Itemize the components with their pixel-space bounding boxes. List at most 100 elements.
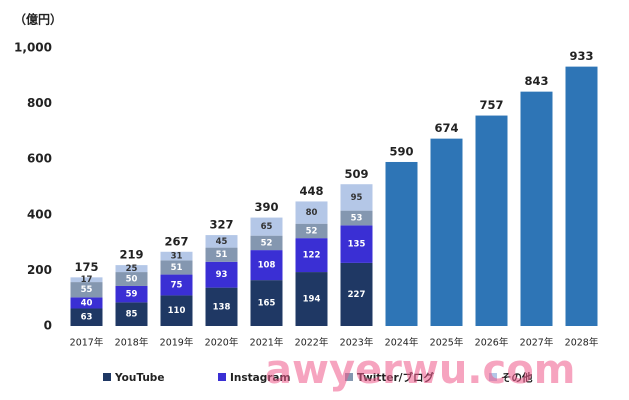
- bar-segment: [205, 247, 238, 262]
- bar-segment: [70, 277, 103, 283]
- bar-segment: [115, 265, 148, 273]
- data-label: 51: [171, 263, 183, 273]
- bar-segment: [160, 251, 193, 261]
- data-label: 122: [303, 251, 321, 261]
- y-unit: （億円）: [14, 12, 62, 27]
- bar-segment: [115, 302, 148, 326]
- data-label: 227: [348, 290, 366, 300]
- bar-segment: [340, 210, 373, 226]
- y-tick-label: 200: [27, 263, 52, 277]
- bar-segment: [205, 235, 238, 248]
- x-tick-label: 2027年: [520, 337, 554, 349]
- bar-segment: [160, 260, 193, 275]
- bar-segment: [70, 297, 103, 309]
- x-tick-label: 2025年: [430, 337, 464, 349]
- y-tick-label: 0: [44, 319, 52, 333]
- bar-segment: [340, 225, 373, 263]
- data-label: 165: [258, 299, 276, 309]
- data-label: 17: [81, 275, 93, 285]
- total-label: 448: [299, 184, 323, 198]
- bar-segment: [70, 308, 103, 326]
- bar: [565, 66, 598, 326]
- bar-segment: [250, 217, 283, 236]
- bar-segment: [295, 238, 328, 273]
- data-label: 45: [216, 237, 228, 247]
- data-label: 52: [261, 238, 273, 248]
- x-tick-label: 2023年: [340, 337, 374, 349]
- bar: [520, 91, 553, 327]
- data-label: 93: [216, 270, 228, 280]
- bar-segment: [250, 280, 283, 326]
- legend-label: Instagram: [230, 372, 291, 384]
- data-label: 40: [81, 298, 93, 308]
- bar-segment: [250, 235, 283, 251]
- y-tick-label: 1,000: [14, 41, 52, 55]
- total-label: 267: [164, 234, 188, 248]
- x-tick-label: 2021年: [250, 337, 284, 349]
- total-label: 757: [479, 98, 503, 112]
- y-tick-label: 800: [27, 96, 52, 110]
- total-label: 843: [524, 74, 548, 88]
- bar: [385, 161, 418, 326]
- data-label: 108: [258, 261, 276, 271]
- data-label: 75: [171, 280, 183, 290]
- x-tick-label: 2024年: [385, 337, 419, 349]
- y-tick-label: 400: [27, 207, 52, 221]
- x-tick-label: 2022年: [295, 337, 329, 349]
- data-label: 31: [171, 252, 183, 262]
- bar-segment: [340, 262, 373, 326]
- bar-segment: [115, 272, 148, 286]
- x-tick-label: 2018年: [115, 337, 149, 349]
- data-label: 65: [261, 222, 273, 232]
- legend-swatch: [218, 373, 226, 381]
- total-label: 390: [254, 200, 278, 214]
- x-tick-label: 2019年: [160, 337, 194, 349]
- total-label: 219: [119, 248, 143, 262]
- data-label: 80: [306, 208, 318, 218]
- x-tick-label: 2026年: [475, 337, 509, 349]
- bar-segment: [115, 285, 148, 303]
- data-label: 63: [81, 313, 93, 323]
- watermark: awyerwu.com: [265, 347, 575, 393]
- data-label: 25: [126, 264, 138, 274]
- data-label: 55: [81, 285, 93, 295]
- bar-segment: [340, 184, 373, 211]
- data-label: 59: [126, 290, 138, 300]
- x-tick-label: 2028年: [565, 337, 599, 349]
- y-tick-label: 600: [27, 152, 52, 166]
- bar-segment: [160, 295, 193, 326]
- bar-segment: [205, 261, 238, 288]
- legend-label: YouTube: [114, 372, 164, 384]
- data-label: 138: [213, 302, 231, 312]
- legend-swatch: [489, 373, 497, 381]
- data-label: 194: [303, 295, 321, 305]
- bar-segment: [295, 201, 328, 224]
- data-label: 51: [216, 250, 228, 260]
- total-label: 674: [434, 121, 458, 135]
- bar-segment: [295, 223, 328, 239]
- total-label: 327: [209, 218, 233, 232]
- x-tick-label: 2017年: [70, 337, 104, 349]
- x-tick-label: 2020年: [205, 337, 239, 349]
- data-label: 52: [306, 226, 318, 236]
- total-label: 509: [344, 167, 368, 181]
- bar: [430, 138, 463, 326]
- bar-segment: [295, 272, 328, 326]
- bar-segment: [70, 282, 103, 298]
- bar: [475, 115, 508, 326]
- data-label: 95: [351, 193, 363, 203]
- total-label: 933: [569, 49, 593, 63]
- data-label: 53: [351, 213, 363, 223]
- data-label: 110: [168, 306, 186, 316]
- data-label: 135: [348, 240, 366, 250]
- data-label: 50: [126, 275, 138, 285]
- bar-segment: [160, 274, 193, 296]
- total-label: 590: [389, 144, 413, 158]
- total-label: 175: [74, 260, 98, 274]
- legend-swatch: [345, 373, 353, 381]
- bar-segment: [250, 250, 283, 281]
- legend-label: Twitter/ブログ: [357, 371, 434, 384]
- data-label: 85: [126, 310, 138, 320]
- legend-label: その他: [501, 371, 533, 384]
